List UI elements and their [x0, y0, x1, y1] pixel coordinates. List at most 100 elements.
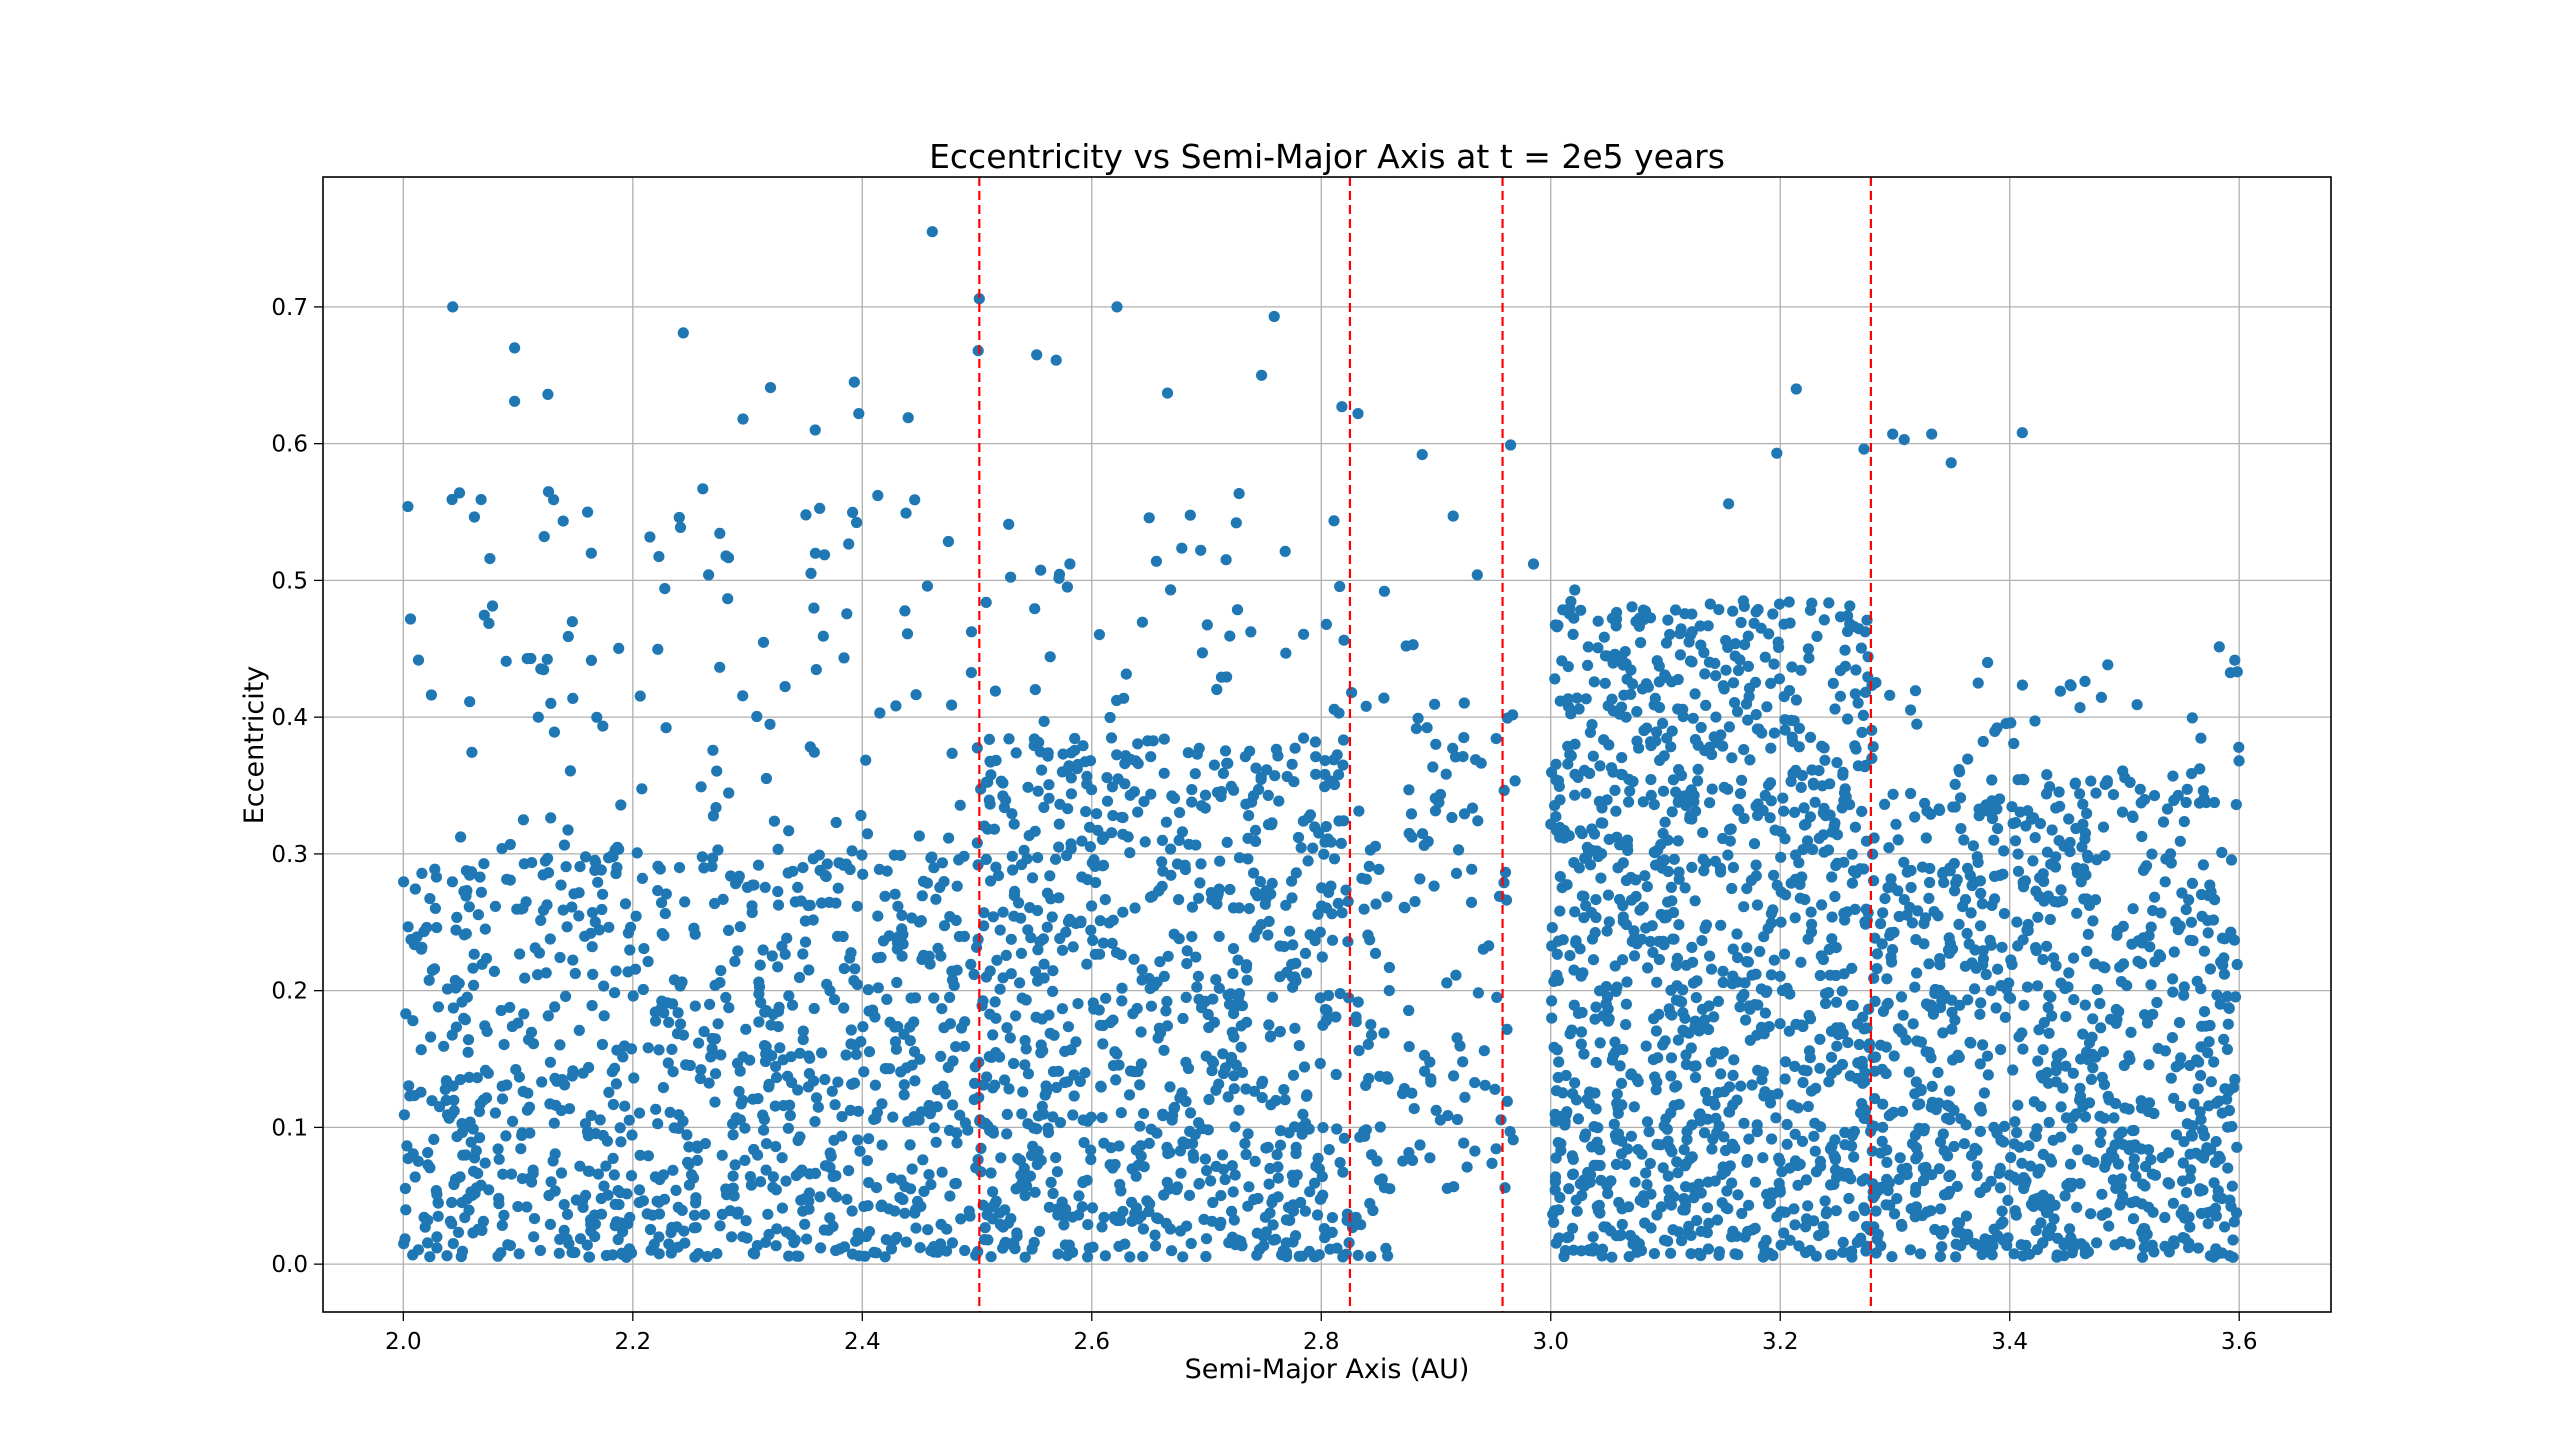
data-point [1680, 1059, 1692, 1071]
data-point [1871, 1233, 1883, 1245]
data-point [2195, 888, 2208, 901]
data-point [1839, 644, 1851, 656]
data-point [1010, 747, 1022, 759]
data-point [1912, 1099, 1924, 1111]
data-point [1842, 1037, 1854, 1049]
data-point [679, 1237, 691, 1249]
data-point [1274, 1139, 1287, 1151]
data-point [1673, 919, 1685, 931]
data-point [1181, 945, 1193, 957]
data-point [1590, 1056, 1602, 1069]
data-point [673, 862, 686, 874]
data-point [2123, 1050, 2135, 1062]
data-point [573, 1024, 585, 1036]
data-point [1663, 1193, 1675, 1205]
data-point [1880, 1068, 1892, 1080]
data-point [1679, 882, 1691, 894]
data-point [672, 1201, 684, 1213]
data-point [1615, 768, 1627, 781]
data-point [1867, 1051, 1879, 1064]
data-point [2146, 1168, 2158, 1180]
data-point [2167, 770, 2179, 782]
data-point [728, 1190, 740, 1202]
data-point [1110, 1074, 1122, 1086]
data-point [1307, 842, 1319, 854]
data-point [1742, 630, 1754, 642]
data-point [1735, 1080, 1747, 1092]
x-tick-label: 2.0 [385, 1329, 422, 1355]
data-point [625, 1170, 638, 1182]
data-point [1507, 1134, 1519, 1146]
data-point [483, 617, 495, 630]
data-point [1019, 1190, 1031, 1202]
data-point [714, 661, 726, 673]
data-point [1672, 1167, 1684, 1179]
data-point [918, 1185, 930, 1197]
data-point [1977, 1039, 1989, 1051]
data-point [624, 1211, 636, 1224]
data-point [1915, 1036, 1927, 1048]
data-point [849, 963, 861, 975]
data-point [2080, 869, 2092, 881]
data-point [1779, 1056, 1792, 1068]
data-point [2143, 1059, 2155, 1071]
data-point [453, 487, 466, 499]
data-point [595, 1192, 607, 1205]
data-point [2177, 1175, 2189, 1187]
data-point [753, 988, 765, 1000]
data-point [2060, 1011, 2072, 1023]
data-point [825, 1150, 837, 1162]
data-point [1768, 658, 1780, 670]
data-point [902, 1116, 914, 1128]
data-point [674, 1018, 687, 1030]
data-point [1692, 739, 1704, 751]
data-point [1738, 988, 1750, 1001]
data-point [1192, 970, 1204, 982]
data-point [1901, 1169, 1913, 1181]
data-point [1562, 740, 1574, 752]
data-point [1918, 1125, 1930, 1137]
data-point [1839, 660, 1851, 672]
data-point [567, 692, 579, 705]
data-point [846, 1078, 858, 1090]
data-point [1650, 1025, 1662, 1037]
data-point [1614, 839, 1626, 851]
data-point [830, 1244, 842, 1257]
data-point [627, 990, 639, 1002]
data-point [1670, 959, 1682, 972]
data-point [745, 1179, 758, 1191]
data-point [1312, 1209, 1324, 1221]
data-point [1746, 1079, 1758, 1091]
data-point [1869, 1065, 1881, 1077]
data-point [763, 1228, 775, 1241]
data-point [816, 1047, 828, 1059]
data-point [760, 1138, 773, 1150]
data-point [828, 994, 841, 1006]
data-point [1738, 901, 1750, 913]
data-point [1317, 1122, 1329, 1134]
data-point [1858, 443, 1870, 455]
data-point [1098, 1211, 1110, 1223]
data-point [1795, 781, 1807, 794]
data-point [1703, 1217, 1715, 1229]
data-point [1032, 944, 1044, 956]
data-point [1569, 906, 1581, 918]
data-point [1565, 750, 1577, 762]
data-point [463, 901, 475, 913]
data-point [409, 1171, 421, 1183]
data-point [1790, 694, 1802, 706]
data-point [1180, 1095, 1192, 1108]
data-point [2204, 963, 2216, 975]
data-point [1376, 1173, 1388, 1185]
data-point [1365, 1251, 1377, 1263]
data-point [628, 1072, 640, 1084]
data-point [1971, 1160, 1983, 1172]
data-point [472, 909, 484, 921]
data-point [1686, 626, 1698, 638]
data-point [995, 1152, 1007, 1164]
data-point [1117, 1205, 1129, 1218]
data-point [2213, 1150, 2225, 1162]
data-point [1138, 1161, 1150, 1173]
data-point [1702, 620, 1714, 632]
data-point [1629, 1176, 1641, 1188]
